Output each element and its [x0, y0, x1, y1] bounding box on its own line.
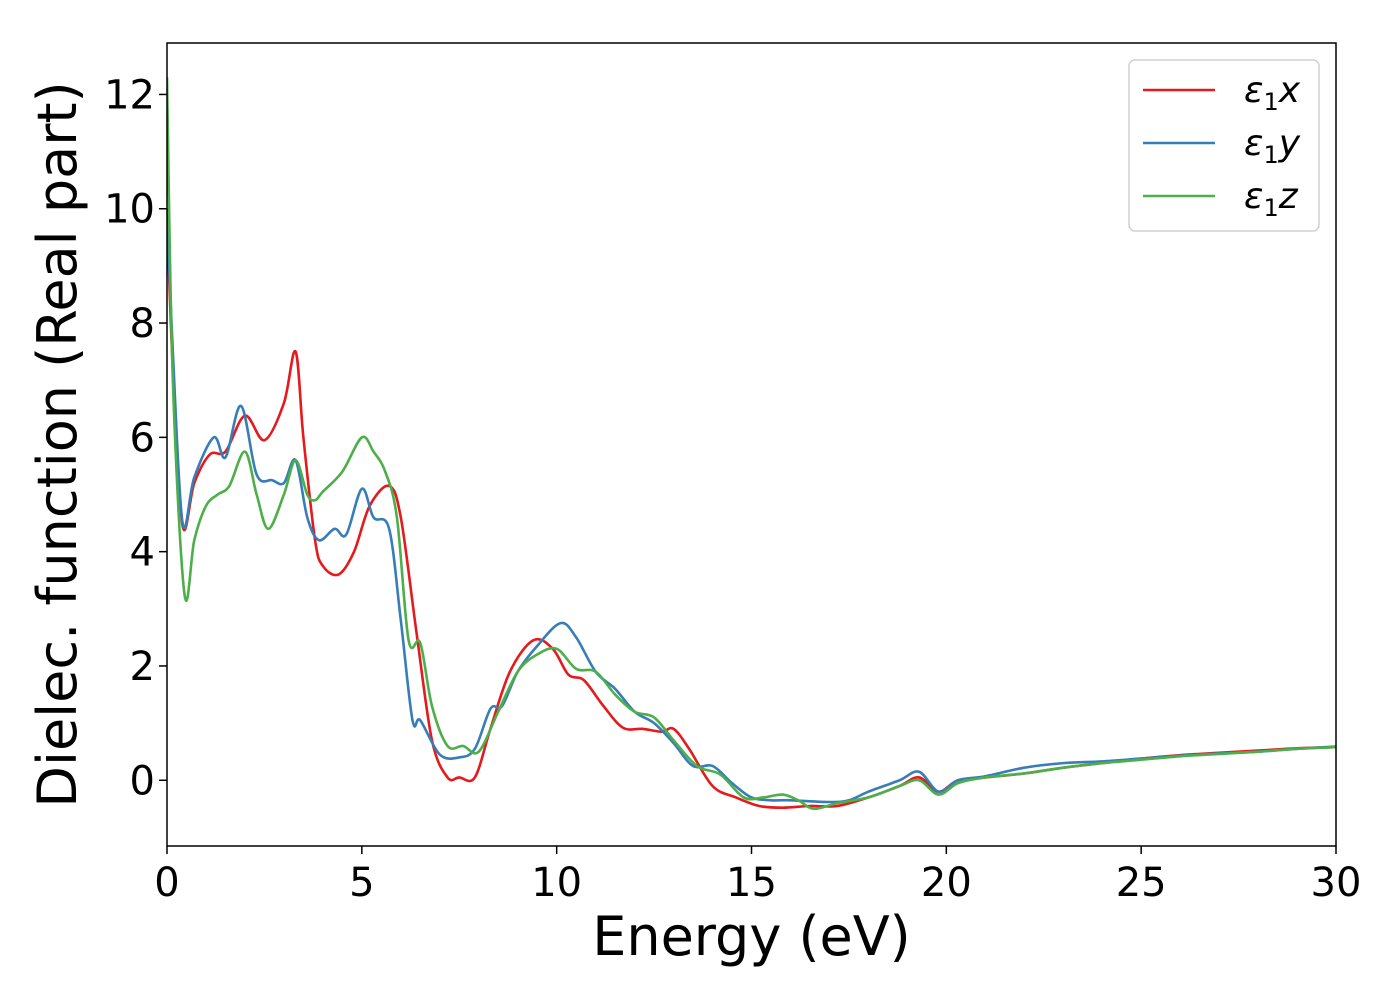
- x-axis-label: Energy (eV): [592, 905, 911, 968]
- series-line-x: [167, 214, 1336, 810]
- legend-item-y: ε1y: [1143, 123, 1301, 169]
- y-tick-label: 4: [130, 530, 155, 576]
- series-line-y: [167, 208, 1336, 804]
- legend-label: ε1y: [1244, 123, 1301, 169]
- y-tick-label: 2: [130, 644, 155, 690]
- series-lines: [167, 77, 1336, 811]
- y-tick-label: 12: [104, 72, 155, 118]
- legend-item-z: ε1z: [1143, 176, 1299, 222]
- y-axis-label: Dielec. function (Real part): [26, 81, 89, 807]
- x-tick-label: 5: [349, 860, 374, 906]
- axis-ticks: 0 5 10 15 20 25 30 0 2 4 6 8 10 12: [104, 72, 1361, 906]
- y-tick-label: 10: [104, 187, 155, 233]
- x-tick-label: 25: [1116, 860, 1167, 906]
- y-tick-label: 0: [130, 758, 155, 804]
- x-tick-label: 20: [921, 860, 972, 906]
- x-tick-label: 15: [726, 860, 777, 906]
- legend-item-x: ε1x: [1143, 70, 1301, 116]
- x-tick-label: 10: [531, 860, 582, 906]
- y-tick-label: 8: [130, 301, 155, 347]
- series-line-z: [167, 77, 1336, 811]
- x-tick-label: 0: [154, 860, 179, 906]
- x-tick-label: 30: [1311, 860, 1362, 906]
- legend: ε1x ε1y ε1z: [1128, 59, 1320, 232]
- legend-label: ε1z: [1244, 176, 1299, 222]
- y-tick-label: 6: [130, 415, 155, 461]
- legend-box: [1128, 59, 1320, 232]
- legend-label: ε1x: [1244, 70, 1301, 116]
